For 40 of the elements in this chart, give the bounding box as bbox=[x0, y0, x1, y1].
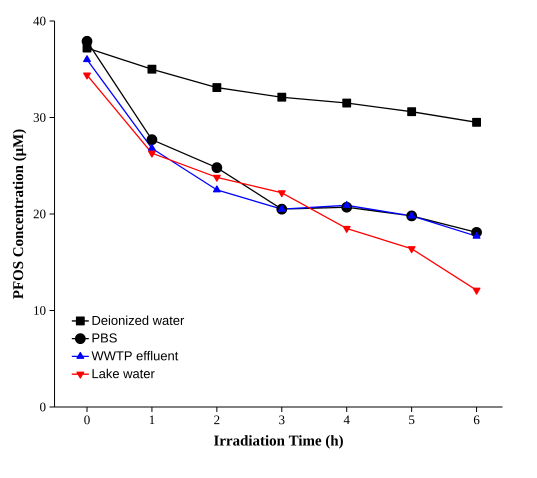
x-tick-label: 1 bbox=[150, 416, 154, 424]
x-tick-label: 2 bbox=[214, 416, 220, 424]
x-tick-label: 6 bbox=[474, 416, 480, 424]
x-tick-label: 0 bbox=[84, 416, 90, 424]
point bbox=[148, 144, 156, 151]
point bbox=[472, 232, 480, 239]
x-axis-title: Irradiation Time (h) bbox=[214, 435, 343, 449]
point bbox=[342, 98, 352, 108]
y-tick-label: 40 bbox=[33, 16, 46, 26]
y-axis-title: PFOS Concentration (μM) bbox=[12, 129, 26, 299]
point bbox=[408, 246, 416, 254]
point bbox=[212, 185, 221, 192]
point bbox=[278, 204, 286, 212]
point bbox=[408, 211, 416, 218]
point bbox=[83, 72, 91, 80]
point bbox=[342, 200, 351, 208]
point bbox=[407, 107, 416, 116]
point bbox=[212, 174, 221, 182]
x-tick-label: 4 bbox=[344, 416, 350, 424]
legend-label: Lake water bbox=[92, 368, 155, 378]
point bbox=[472, 288, 480, 295]
point bbox=[147, 64, 156, 74]
legend-label: Deionized water bbox=[92, 316, 184, 326]
legend-label: WWTP effluent bbox=[92, 350, 178, 360]
point bbox=[472, 118, 482, 127]
point bbox=[146, 134, 158, 146]
y-tick-label: 20 bbox=[34, 210, 46, 218]
legend-label: PBS bbox=[92, 333, 117, 343]
y-tick-label: 10 bbox=[34, 306, 46, 315]
point bbox=[277, 92, 286, 102]
x-tick-label: 3 bbox=[279, 416, 285, 424]
point bbox=[278, 190, 286, 198]
point bbox=[83, 55, 91, 62]
y-tick-label: 0 bbox=[40, 402, 46, 412]
x-tick-label: 5 bbox=[409, 416, 414, 424]
point bbox=[212, 83, 222, 92]
point bbox=[211, 162, 222, 174]
point bbox=[342, 226, 351, 233]
y-tick-label: 30 bbox=[34, 113, 46, 122]
point bbox=[148, 150, 156, 158]
